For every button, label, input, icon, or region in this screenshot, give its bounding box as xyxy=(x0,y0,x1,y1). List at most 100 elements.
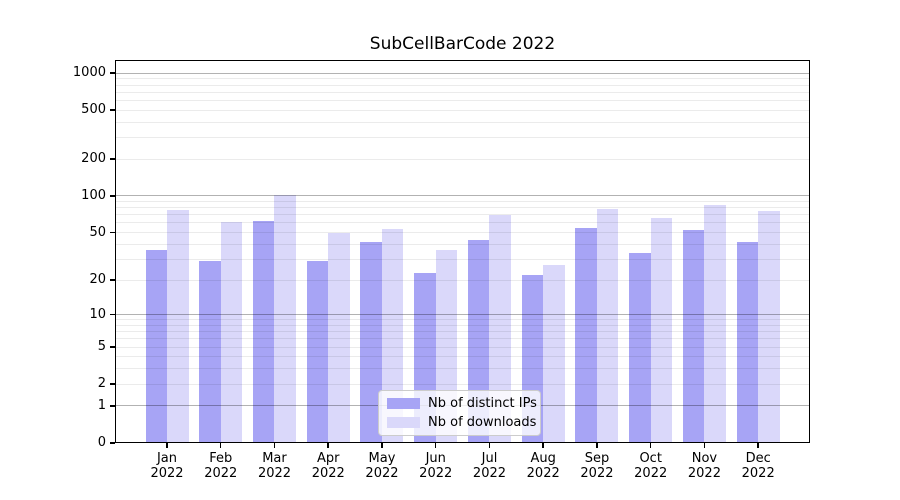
y-tick-mark xyxy=(110,195,115,197)
y-tick-label: 2 xyxy=(97,376,106,392)
x-tick-mark xyxy=(596,443,598,448)
bar-feb-distinct-ips xyxy=(199,260,221,443)
y-tick-mark xyxy=(110,383,115,385)
y-tick-label: 100 xyxy=(81,187,106,203)
x-tick-label-apr: Apr 2022 xyxy=(311,451,345,481)
minor-gridline xyxy=(115,100,810,101)
y-tick-label: 1 xyxy=(97,397,106,413)
bar-jan-distinct-ips xyxy=(145,249,167,443)
bar-may-distinct-ips xyxy=(360,241,382,443)
x-tick-mark xyxy=(649,443,652,448)
bar-dec-downloads xyxy=(758,211,780,443)
y-tick-mark xyxy=(110,405,115,407)
minor-gridline xyxy=(115,232,810,234)
legend-swatch-downloads xyxy=(387,417,420,428)
bar-sep-distinct-ips xyxy=(575,227,597,443)
x-tick-label-jul: Jul 2022 xyxy=(472,451,507,481)
major-gridline xyxy=(115,72,810,74)
x-tick-label-oct: Oct 2022 xyxy=(634,451,668,481)
y-tick-label: 50 xyxy=(89,224,106,240)
x-tick-label-sep: Sep 2022 xyxy=(580,451,614,481)
bar-dec-distinct-ips xyxy=(736,241,759,443)
minor-gridline xyxy=(115,331,810,333)
bar-aug-downloads xyxy=(543,264,565,443)
minor-gridline xyxy=(115,137,810,139)
minor-gridline xyxy=(115,84,810,86)
y-tick-label: 200 xyxy=(81,151,106,167)
major-gridline xyxy=(115,195,810,197)
minor-gridline xyxy=(115,338,810,340)
x-tick-mark xyxy=(219,443,222,448)
x-tick-mark xyxy=(381,443,383,448)
y-tick-mark xyxy=(110,279,115,281)
x-tick-mark xyxy=(273,443,276,448)
minor-gridline xyxy=(115,346,810,348)
legend-label-distinct-ips: Nb of distinct IPs xyxy=(428,396,537,411)
y-tick-mark xyxy=(110,346,115,348)
grid-layer xyxy=(115,60,810,443)
y-tick-mark xyxy=(110,72,115,74)
y-tick-mark xyxy=(110,109,115,111)
y-tick-mark xyxy=(110,231,115,234)
x-tick-label-feb: Feb 2022 xyxy=(204,451,238,481)
bar-apr-distinct-ips xyxy=(306,260,329,443)
minor-gridline xyxy=(115,158,810,160)
minor-gridline xyxy=(115,121,810,123)
x-tick-mark xyxy=(757,443,759,448)
y-tick-label: 5 xyxy=(97,339,106,355)
minor-gridline xyxy=(115,207,810,209)
bar-nov-distinct-ips xyxy=(682,230,705,443)
x-tick-label-jan: Jan 2022 xyxy=(150,451,184,481)
bar-jan-downloads xyxy=(167,209,189,443)
bar-feb-downloads xyxy=(220,222,243,443)
minor-gridline xyxy=(115,258,810,260)
x-tick-label-jun: Jun 2022 xyxy=(419,451,453,481)
bar-apr-downloads xyxy=(328,232,350,443)
y-tick-mark xyxy=(110,442,115,444)
legend-label-downloads: Nb of downloads xyxy=(428,415,537,430)
minor-gridline xyxy=(115,279,810,281)
y-tick-mark xyxy=(110,313,115,316)
minor-gridline xyxy=(115,319,810,321)
bar-sep-downloads xyxy=(596,209,619,443)
x-tick-label-aug: Aug 2022 xyxy=(526,451,560,481)
minor-gridline xyxy=(115,91,810,93)
x-tick-label-dec: Dec 2022 xyxy=(741,451,775,481)
y-tick-label: 0 xyxy=(97,435,106,450)
x-tick-label-may: May 2022 xyxy=(365,451,399,481)
minor-gridline xyxy=(115,201,810,203)
minor-gridline xyxy=(115,222,810,224)
bar-nov-downloads xyxy=(704,205,726,443)
bar-mar-downloads xyxy=(274,194,296,443)
bar-oct-distinct-ips xyxy=(629,252,651,443)
minor-gridline xyxy=(115,368,810,370)
y-tick-label: 20 xyxy=(89,272,106,288)
legend-swatch-distinct-ips xyxy=(387,398,420,409)
x-tick-mark xyxy=(488,443,491,448)
chart-title: SubCellBarCode 2022 xyxy=(369,34,556,54)
y-tick-label: 10 xyxy=(89,306,106,322)
legend: Nb of distinct IPs Nb of downloads xyxy=(378,390,541,436)
x-tick-mark xyxy=(703,443,706,448)
bar-oct-downloads xyxy=(650,217,673,443)
bar-jul-downloads xyxy=(489,214,511,443)
minor-gridline xyxy=(115,243,810,245)
y-tick-mark xyxy=(110,158,115,160)
minor-gridline xyxy=(115,324,810,326)
x-tick-mark xyxy=(166,443,168,448)
legend-item-downloads: Nb of downloads xyxy=(387,415,536,430)
minor-gridline xyxy=(115,383,810,385)
minor-gridline xyxy=(115,109,810,111)
legend-item-distinct-ips: Nb of distinct IPs xyxy=(387,396,537,411)
x-tick-mark xyxy=(434,443,437,448)
x-tick-mark xyxy=(542,443,544,448)
y-tick-label: 500 xyxy=(81,102,106,118)
bar-mar-distinct-ips xyxy=(252,221,275,443)
y-tick-label: 1000 xyxy=(72,65,106,81)
minor-gridline xyxy=(115,214,810,216)
x-tick-label-mar: Mar 2022 xyxy=(257,451,292,481)
bar-may-downloads xyxy=(381,229,404,443)
minor-gridline xyxy=(115,356,810,358)
x-tick-label-nov: Nov 2022 xyxy=(687,451,721,481)
